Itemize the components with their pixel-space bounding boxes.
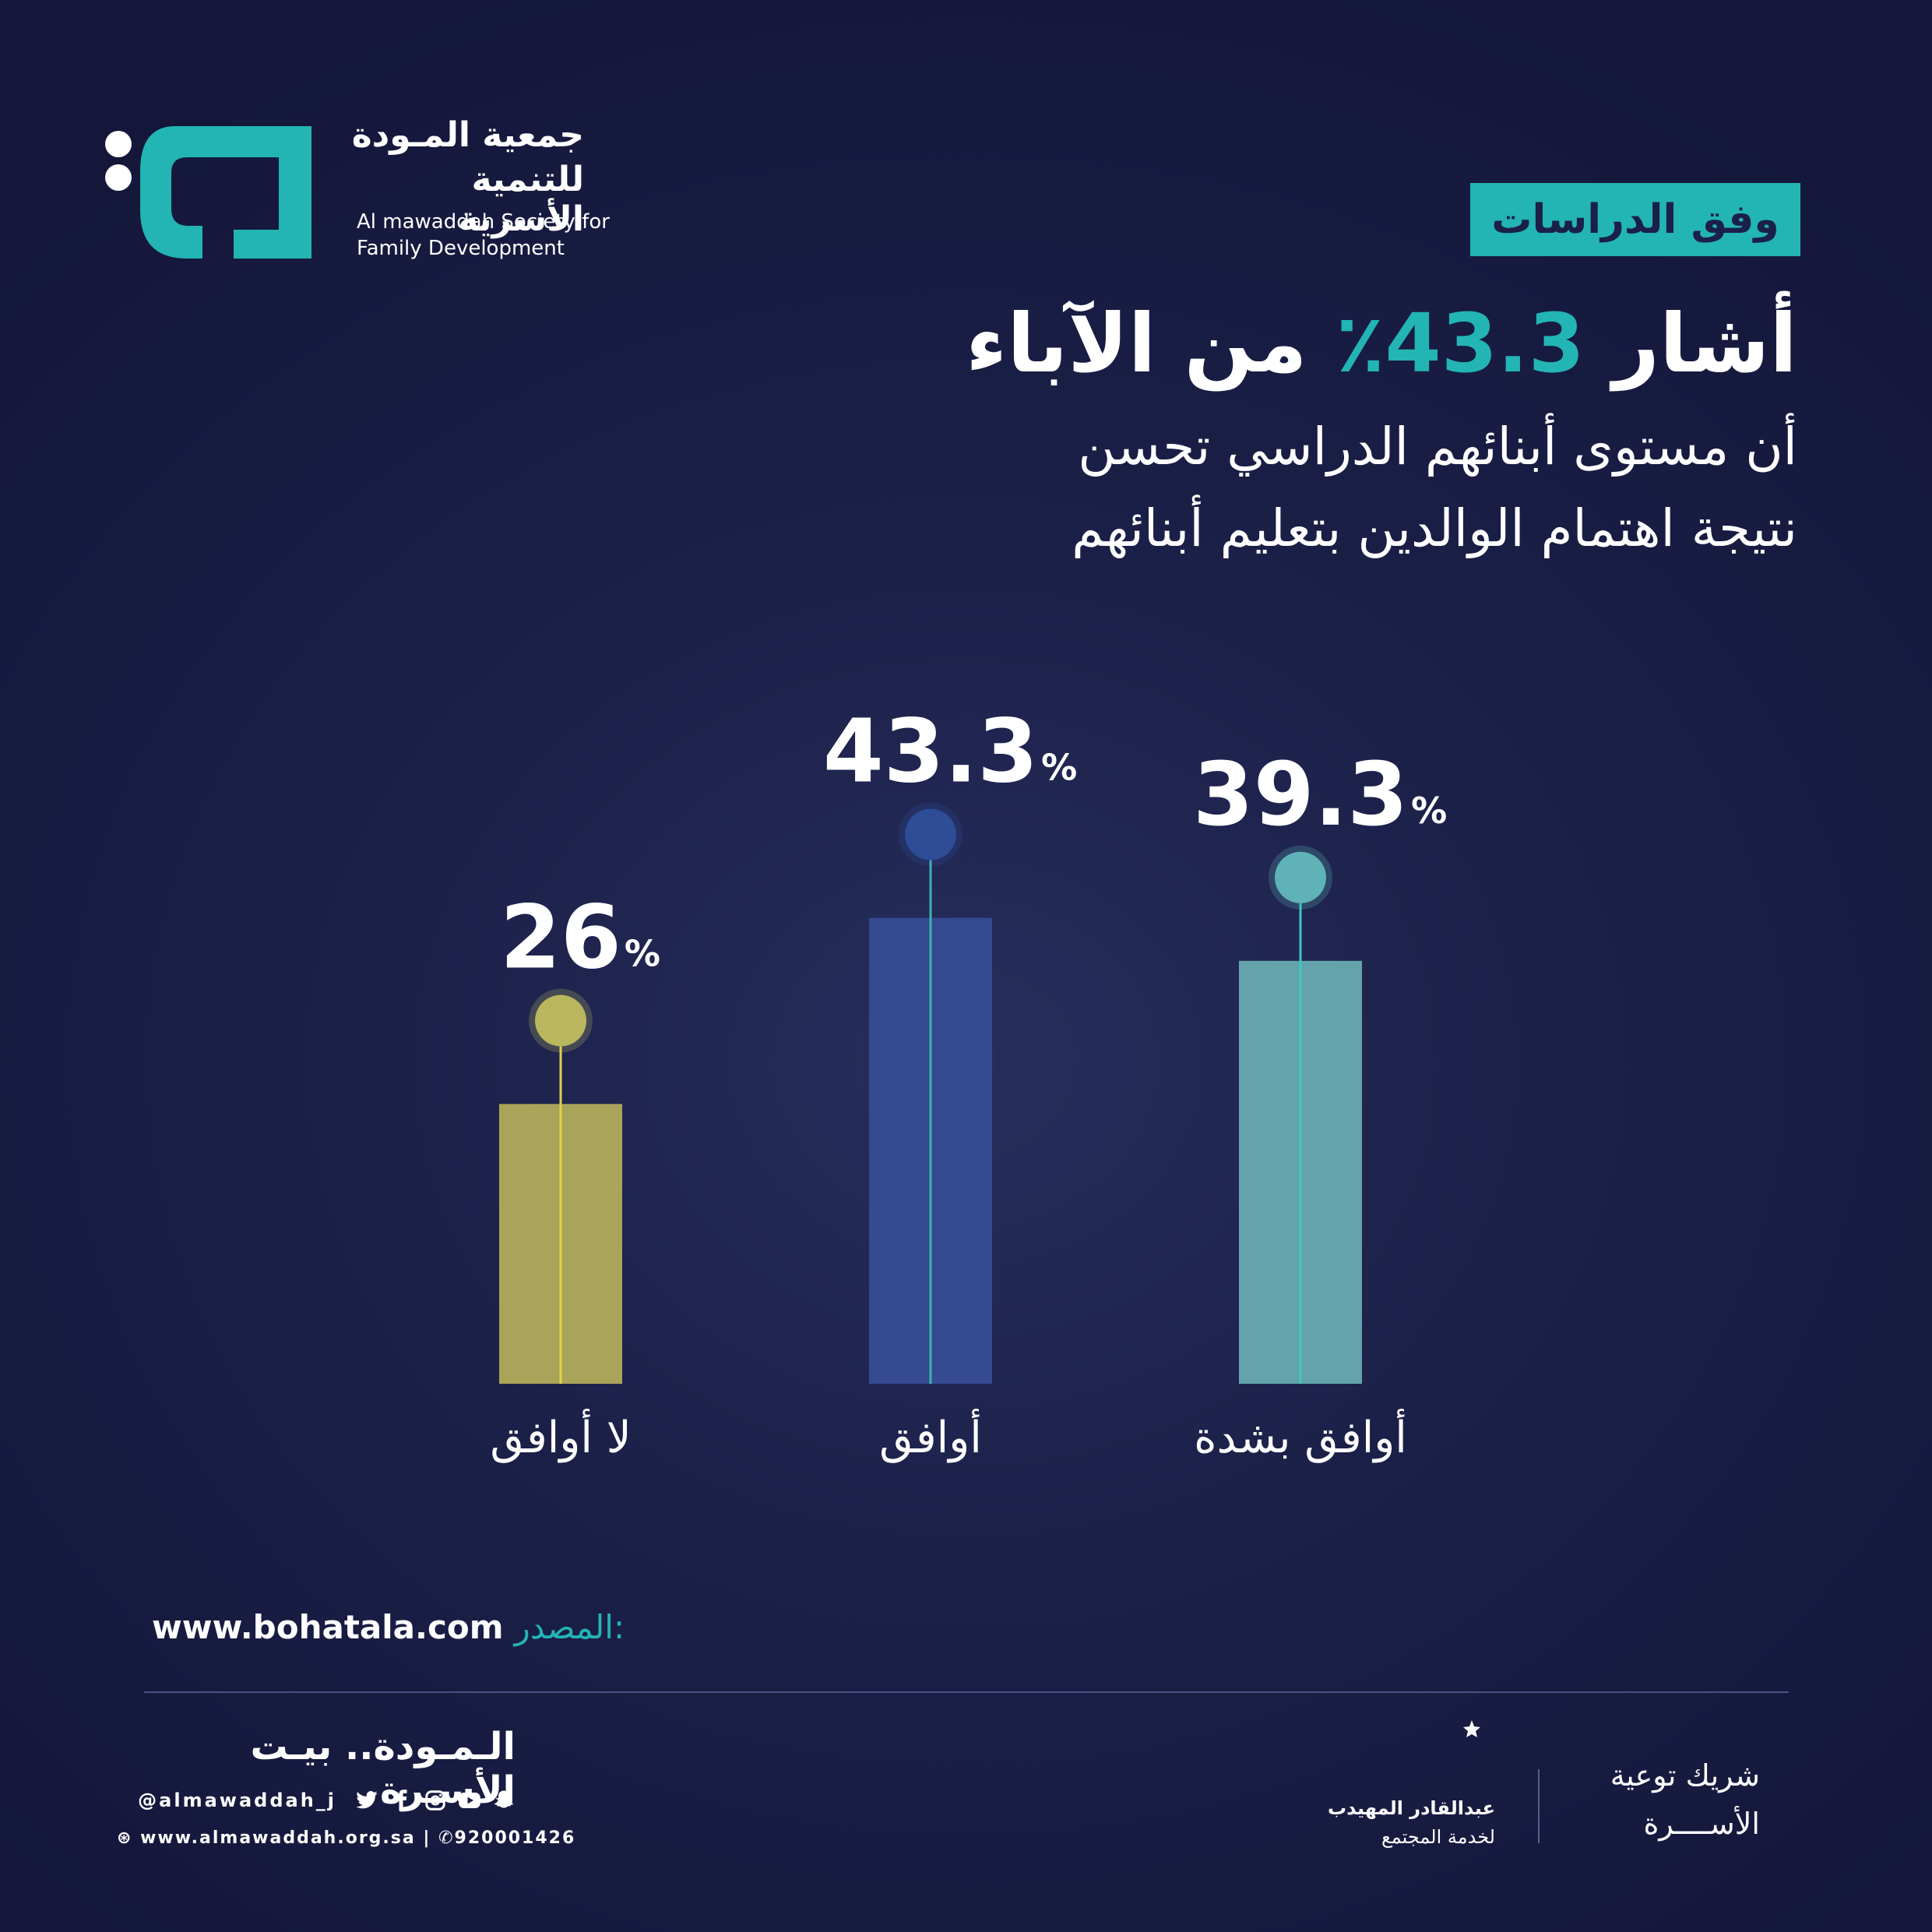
facebook-icon[interactable] — [389, 1789, 413, 1812]
youtube-icon[interactable] — [458, 1789, 481, 1812]
logo-english-name: Al mawaddah Society for — [357, 210, 610, 234]
study-tag-badge: وفق الدراسات — [1470, 183, 1800, 256]
category-label-1: أوافق — [879, 1409, 982, 1463]
value-unit-2: % — [1411, 790, 1447, 832]
snapchat-icon[interactable] — [492, 1789, 516, 1812]
contact-row: ⊛ www.almawaddah.org.sa | ✆920001426 — [117, 1828, 574, 1848]
logo-arabic-subtitle: للتنمية الأسرية — [458, 160, 584, 239]
headline-prefix: أشار — [1613, 296, 1797, 391]
value-unit-1: % — [1041, 747, 1077, 789]
partner-title: شريك توعية — [1610, 1758, 1760, 1793]
logo-english-subtitle: Family Development — [357, 237, 565, 260]
logo-arabic-name: جمعية المـودة — [351, 115, 584, 155]
society-logo-mark — [105, 126, 311, 259]
dot-1 — [905, 808, 956, 860]
subline-1: أن مستوى أبنائهم الدراسي تحسن — [1078, 417, 1797, 477]
phone-number[interactable]: 920001426 — [454, 1828, 576, 1848]
instagram-icon[interactable] — [424, 1789, 447, 1812]
category-label-0: لا أوافق — [490, 1409, 631, 1463]
social-row: @almawaddah_j — [117, 1785, 516, 1816]
social-handle[interactable]: @almawaddah_j — [138, 1789, 336, 1811]
partner-name: عبدالقادر المهيدب — [1327, 1797, 1495, 1819]
dot-2 — [1275, 851, 1326, 903]
value-label-2: 39.3 — [1193, 744, 1408, 846]
separator: | — [415, 1828, 439, 1848]
dot-0 — [535, 994, 586, 1047]
source-url[interactable]: www.bohatala.com — [152, 1608, 504, 1646]
partner-name-subtitle: لخدمة المجتمع — [1381, 1826, 1495, 1848]
footer-divider — [144, 1691, 1789, 1693]
website-link[interactable]: www.almawaddah.org.sa — [140, 1828, 416, 1848]
headline-value: 43.3٪ — [1335, 296, 1585, 391]
twitter-icon[interactable] — [355, 1789, 378, 1812]
headline: أشار 43.3٪ من الآباء — [966, 296, 1797, 391]
headline-suffix: من الآباء — [966, 296, 1307, 391]
source: www.bohatala.com المصدر: — [152, 1608, 625, 1646]
partner-title-subtitle: الأســــرة — [1643, 1807, 1760, 1841]
phone-icon: ✆ — [438, 1828, 455, 1848]
category-label-2: أوافق بشدة — [1194, 1409, 1407, 1463]
subline-2: نتيجة اهتمام الوالدين بتعليم أبنائهم — [1072, 498, 1797, 558]
value-label-1: 43.3 — [823, 702, 1038, 803]
value-unit-0: % — [625, 933, 660, 975]
crescent-logo-icon — [1398, 1720, 1480, 1805]
globe-icon: ⊛ — [117, 1828, 141, 1848]
partner-divider — [1538, 1769, 1540, 1843]
value-label-0: 26 — [500, 888, 621, 989]
source-label: المصدر: — [514, 1608, 625, 1646]
